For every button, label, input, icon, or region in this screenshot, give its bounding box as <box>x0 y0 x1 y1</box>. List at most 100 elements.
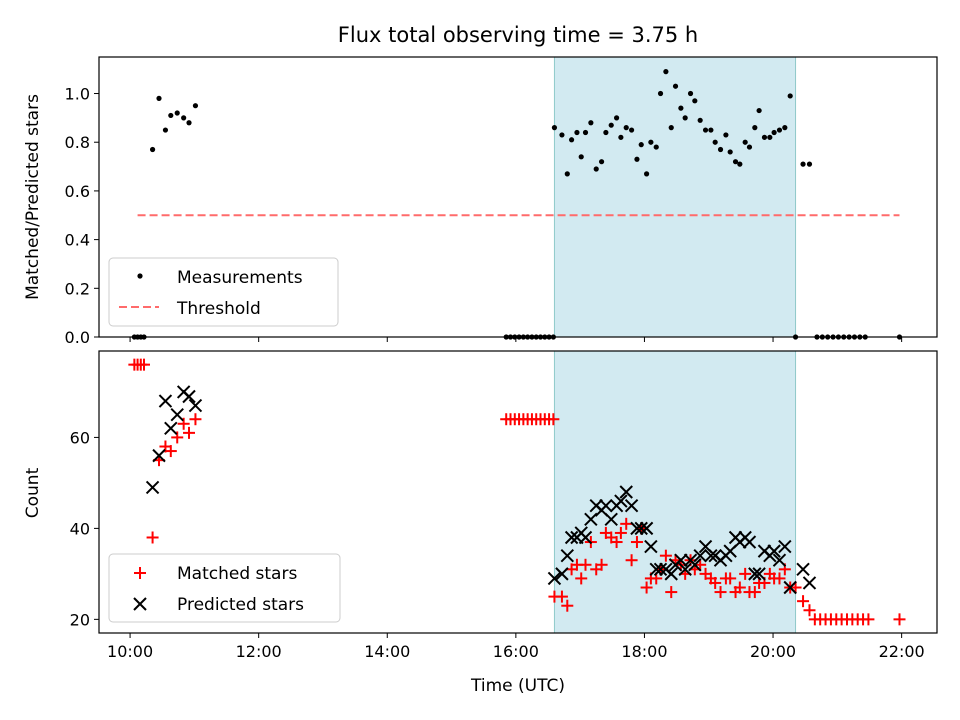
matched-point <box>625 554 638 567</box>
predicted-point <box>644 539 658 554</box>
measurement-point <box>787 93 793 99</box>
measurement-point <box>668 125 674 131</box>
predicted-point <box>604 512 618 526</box>
measurement-point <box>174 110 180 116</box>
predicted-point <box>772 553 787 567</box>
matched-point <box>189 413 202 426</box>
measurement-point <box>806 161 813 167</box>
legend-matched-label: Matched stars <box>177 564 297 584</box>
predicted-point <box>560 548 575 563</box>
matched-point <box>797 595 810 608</box>
predicted-point <box>188 398 203 413</box>
measurement-point <box>623 125 629 131</box>
matched-point <box>724 572 737 585</box>
measurement-point <box>732 159 739 165</box>
y-tick-label: 0.8 <box>65 133 90 152</box>
measurement-point <box>618 134 624 140</box>
matched-point <box>893 613 906 626</box>
measurement-point <box>756 107 762 114</box>
bottom-y-ticks: 20 40 60 <box>70 428 99 629</box>
bottom-panel: 20 40 60 10:00 12:00 14:00 16:00 18:00 20:00 22:… <box>23 350 938 696</box>
measurement-point <box>559 132 565 138</box>
measurement-point <box>578 154 584 160</box>
predicted-point <box>170 407 184 422</box>
matched-point <box>659 549 672 562</box>
measurement-point <box>192 103 199 109</box>
y-tick-label: 0.4 <box>65 231 90 250</box>
measurement-point <box>782 125 788 131</box>
legend-matched-marker <box>134 567 146 579</box>
matched-point <box>665 586 678 599</box>
bottom-legend: Matched stars Predicted stars <box>108 553 341 623</box>
measurement-point <box>723 132 729 138</box>
predicted-point <box>674 553 688 567</box>
predicted-point <box>564 530 579 545</box>
x-tick-label: 18:00 <box>621 642 667 661</box>
predicted-point <box>653 562 668 577</box>
matched-point <box>146 531 159 544</box>
measurement-point <box>771 129 777 136</box>
x-axis-label: Time (UTC) <box>470 676 565 696</box>
predicted-point <box>584 512 598 526</box>
predicted-point <box>182 389 196 404</box>
predicted-point <box>555 567 569 581</box>
measurement-point <box>752 125 758 131</box>
measurement-point <box>746 144 753 150</box>
matched-point <box>714 586 727 599</box>
top-y-axis-label: Matched/Predicted stars <box>23 94 43 300</box>
predicted-point <box>158 394 173 408</box>
matched-point <box>630 536 643 549</box>
measurement-point <box>800 161 806 167</box>
x-tick-label: 20:00 <box>750 642 796 661</box>
legend-measurements-label: Measurements <box>177 268 303 288</box>
measurement-point <box>588 120 594 126</box>
predicted-point <box>778 539 792 554</box>
measurement-point <box>717 146 724 153</box>
matched-point <box>164 445 177 458</box>
matched-point <box>739 567 752 580</box>
measurement-point <box>156 95 162 101</box>
predicted-point <box>704 548 718 563</box>
predicted-point <box>796 562 810 577</box>
x-tick-label: 12:00 <box>236 642 282 661</box>
measurement-point <box>708 127 714 133</box>
predicted-point <box>688 558 702 572</box>
predicted-point <box>752 567 766 581</box>
chart-title: Flux total observing time = 3.75 h <box>338 23 698 47</box>
measurement-point <box>598 159 605 165</box>
measurement-point <box>608 122 614 128</box>
matched-point <box>183 426 196 439</box>
y-tick-label: 0.6 <box>65 182 90 201</box>
predicted-point <box>624 498 639 513</box>
measurement-point <box>648 139 654 145</box>
predicted-point <box>599 498 613 513</box>
top-legend: Measurements Threshold <box>108 257 339 327</box>
measurement-point <box>663 69 669 75</box>
predicted-point <box>802 576 817 590</box>
legend-measurements-marker <box>137 273 143 279</box>
measurement-point <box>643 171 650 177</box>
predicted-point <box>578 530 593 545</box>
matched-point <box>579 558 592 571</box>
bottom-legend-box <box>108 553 341 623</box>
measurement-point <box>628 127 635 133</box>
matched-point <box>138 358 151 371</box>
measurement-point <box>653 144 659 150</box>
x-tick-label: 16:00 <box>493 642 539 661</box>
measurement-point <box>181 115 187 121</box>
measurement-point <box>582 129 589 136</box>
predicted-point <box>614 494 628 508</box>
predicted-point <box>649 562 663 577</box>
measurement-point <box>682 115 688 121</box>
bottom-x-ticks: 10:00 12:00 14:00 16:00 18:00 20:00 22:00 <box>107 633 925 661</box>
predicted-point <box>748 567 762 581</box>
bottom-axes-frame <box>98 350 938 634</box>
measurement-point <box>727 149 733 155</box>
measurement-point <box>149 146 156 153</box>
top-plot-marks <box>131 69 903 340</box>
matched-point <box>709 576 722 589</box>
measurement-point <box>593 166 599 172</box>
measurement-point <box>568 137 575 143</box>
measurement-point <box>737 161 743 167</box>
